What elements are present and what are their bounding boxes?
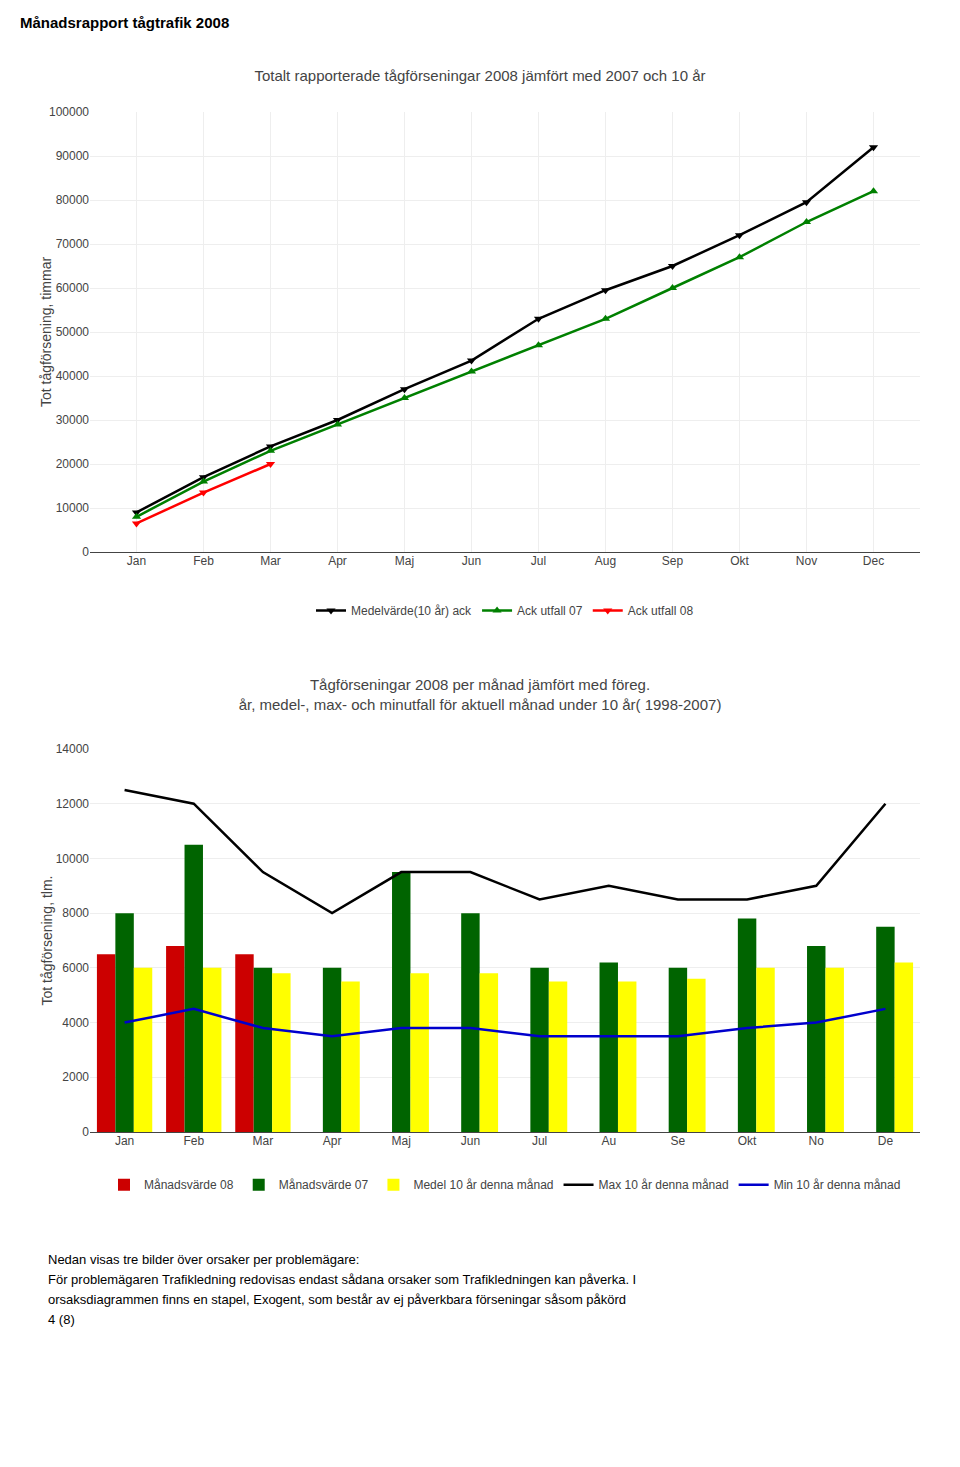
svg-text:Okt: Okt <box>738 1134 757 1148</box>
svg-text:14000: 14000 <box>56 742 90 756</box>
svg-text:Mar: Mar <box>260 554 281 568</box>
svg-text:Mar: Mar <box>253 1134 274 1148</box>
svg-text:Jul: Jul <box>532 1134 547 1148</box>
html-text:För problemägaren Trafiklednin: För problemägaren Trafikledning redovisa… <box>48 1272 637 1287</box>
svg-text:Maj: Maj <box>392 1134 411 1148</box>
svg-text:Min 10 år denna månad: Min 10 år denna månad <box>774 1178 901 1192</box>
svg-text:10000: 10000 <box>56 501 90 515</box>
svg-text:Aug: Aug <box>595 554 616 568</box>
svg-text:Tågförseningar 2008 per månad: Tågförseningar 2008 per månad jämfört me… <box>239 676 722 713</box>
svg-text:De: De <box>878 1134 894 1148</box>
svg-text:Jun: Jun <box>461 1134 480 1148</box>
svg-text:No: No <box>809 1134 825 1148</box>
svg-text:Månadsvärde 07: Månadsvärde 07 <box>279 1178 369 1192</box>
svg-text:Feb: Feb <box>183 1134 204 1148</box>
svg-text:Jul: Jul <box>531 554 546 568</box>
svg-text:Månadsvärde 08: Månadsvärde 08 <box>144 1178 234 1192</box>
svg-text:Okt: Okt <box>730 554 749 568</box>
svg-text:Medel 10 år denna månad: Medel 10 år denna månad <box>413 1178 553 1192</box>
html-text:Nedan visas tre bilder över or: Nedan visas tre bilder över orsaker per … <box>48 1252 360 1267</box>
svg-text:100000: 100000 <box>49 105 89 119</box>
svg-text:Apr: Apr <box>323 1134 342 1148</box>
html-text:4 (8): 4 (8) <box>48 1312 75 1327</box>
svg-text:6000: 6000 <box>62 961 89 975</box>
svg-text:Au: Au <box>601 1134 616 1148</box>
html-text:orsaksdiagrammen finns en stap: orsaksdiagrammen finns en stapel, Exogen… <box>48 1292 627 1307</box>
svg-text:Jan: Jan <box>127 554 146 568</box>
html-text:Månadsrapport tågtrafik 2008: Månadsrapport tågtrafik 2008 <box>20 14 230 31</box>
svg-text:Ack utfall 08: Ack utfall 08 <box>628 604 694 618</box>
svg-text:Jun: Jun <box>462 554 481 568</box>
svg-text:Max 10 år denna månad: Max 10 år denna månad <box>599 1178 729 1192</box>
svg-text:8000: 8000 <box>62 906 89 920</box>
svg-text:Ack utfall 07: Ack utfall 07 <box>517 604 583 618</box>
svg-text:80000: 80000 <box>56 193 90 207</box>
svg-text:60000: 60000 <box>56 281 90 295</box>
svg-text:20000: 20000 <box>56 457 90 471</box>
svg-text:Medelvärde(10 år) ack: Medelvärde(10 år) ack <box>351 604 472 618</box>
svg-text:70000: 70000 <box>56 237 90 251</box>
svg-text:10000: 10000 <box>56 852 90 866</box>
svg-text:0: 0 <box>82 545 89 559</box>
svg-text:Totalt rapporterade tågförseni: Totalt rapporterade tågförseningar 2008 … <box>254 67 705 84</box>
svg-text:Apr: Apr <box>328 554 347 568</box>
svg-text:Se: Se <box>671 1134 686 1148</box>
svg-text:Jan: Jan <box>115 1134 134 1148</box>
svg-text:Feb: Feb <box>193 554 214 568</box>
svg-text:Nov: Nov <box>796 554 817 568</box>
svg-text:4000: 4000 <box>62 1016 89 1030</box>
svg-text:0: 0 <box>82 1125 89 1139</box>
svg-text:40000: 40000 <box>56 369 90 383</box>
svg-text:90000: 90000 <box>56 149 90 163</box>
svg-text:Maj: Maj <box>395 554 414 568</box>
svg-text:12000: 12000 <box>56 797 90 811</box>
svg-text:2000: 2000 <box>62 1070 89 1084</box>
svg-text:30000: 30000 <box>56 413 90 427</box>
svg-text:Dec: Dec <box>863 554 884 568</box>
svg-text:Tot tågförsening, tlm.: Tot tågförsening, tlm. <box>39 876 55 1006</box>
svg-text:50000: 50000 <box>56 325 90 339</box>
svg-text:Sep: Sep <box>662 554 684 568</box>
svg-text:Tot tågförsening, timmar: Tot tågförsening, timmar <box>38 257 54 408</box>
